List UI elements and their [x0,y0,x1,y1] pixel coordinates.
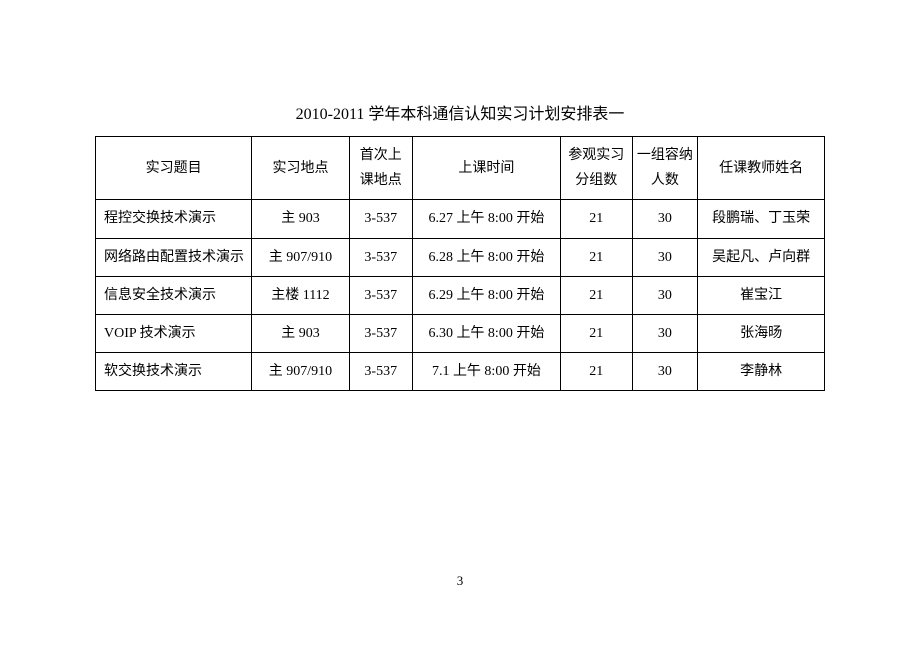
column-header-time: 上课时间 [412,137,560,200]
cell-groups: 21 [560,353,632,391]
cell-capacity: 30 [632,314,698,352]
cell-firstloc: 3-537 [349,276,412,314]
cell-firstloc: 3-537 [349,200,412,238]
column-header-firstloc: 首次上课地点 [349,137,412,200]
cell-location: 主 903 [252,200,349,238]
cell-teacher: 段鹏瑞、丁玉荣 [698,200,825,238]
cell-location: 主 903 [252,314,349,352]
cell-capacity: 30 [632,353,698,391]
cell-capacity: 30 [632,238,698,276]
table-row: 程控交换技术演示 主 903 3-537 6.27 上午 8:00 开始 21 … [96,200,825,238]
cell-groups: 21 [560,200,632,238]
cell-topic: 网络路由配置技术演示 [96,238,252,276]
cell-topic: 程控交换技术演示 [96,200,252,238]
table-row: 网络路由配置技术演示 主 907/910 3-537 6.28 上午 8:00 … [96,238,825,276]
table-header-row: 实习题目 实习地点 首次上课地点 上课时间 参观实习分组数 一组容纳人数 任课教… [96,137,825,200]
cell-firstloc: 3-537 [349,314,412,352]
cell-time: 6.28 上午 8:00 开始 [412,238,560,276]
cell-time: 7.1 上午 8:00 开始 [412,353,560,391]
column-header-groups: 参观实习分组数 [560,137,632,200]
table-row: VOIP 技术演示 主 903 3-537 6.30 上午 8:00 开始 21… [96,314,825,352]
cell-firstloc: 3-537 [349,353,412,391]
cell-teacher: 张海旸 [698,314,825,352]
column-header-location: 实习地点 [252,137,349,200]
cell-time: 6.27 上午 8:00 开始 [412,200,560,238]
column-header-topic: 实习题目 [96,137,252,200]
column-header-capacity: 一组容纳人数 [632,137,698,200]
page-number: 3 [0,573,920,589]
table-row: 软交换技术演示 主 907/910 3-537 7.1 上午 8:00 开始 2… [96,353,825,391]
cell-location: 主 907/910 [252,238,349,276]
cell-topic: 软交换技术演示 [96,353,252,391]
cell-topic: VOIP 技术演示 [96,314,252,352]
cell-teacher: 李静林 [698,353,825,391]
cell-groups: 21 [560,314,632,352]
cell-firstloc: 3-537 [349,238,412,276]
cell-capacity: 30 [632,276,698,314]
cell-location: 主 907/910 [252,353,349,391]
cell-topic: 信息安全技术演示 [96,276,252,314]
cell-teacher: 吴起凡、卢向群 [698,238,825,276]
cell-teacher: 崔宝江 [698,276,825,314]
cell-location: 主楼 1112 [252,276,349,314]
cell-groups: 21 [560,276,632,314]
cell-capacity: 30 [632,200,698,238]
cell-groups: 21 [560,238,632,276]
column-header-teacher: 任课教师姓名 [698,137,825,200]
document-title: 2010-2011 学年本科通信认知实习计划安排表一 [95,100,825,124]
document-container: 2010-2011 学年本科通信认知实习计划安排表一 实习题目 实习地点 首次上… [0,0,920,391]
schedule-table: 实习题目 实习地点 首次上课地点 上课时间 参观实习分组数 一组容纳人数 任课教… [95,136,825,391]
cell-time: 6.29 上午 8:00 开始 [412,276,560,314]
cell-time: 6.30 上午 8:00 开始 [412,314,560,352]
table-row: 信息安全技术演示 主楼 1112 3-537 6.29 上午 8:00 开始 2… [96,276,825,314]
